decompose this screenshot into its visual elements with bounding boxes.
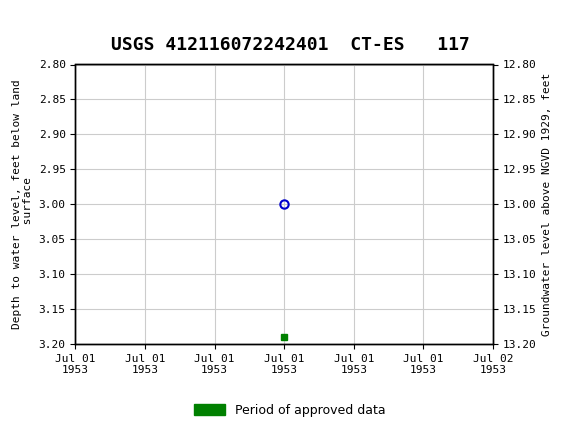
Y-axis label: Depth to water level, feet below land
 surface: Depth to water level, feet below land su…: [12, 80, 33, 329]
Y-axis label: Groundwater level above NGVD 1929, feet: Groundwater level above NGVD 1929, feet: [542, 73, 552, 336]
Text: USGS 412116072242401  CT-ES   117: USGS 412116072242401 CT-ES 117: [111, 36, 469, 54]
Text: ≈USGS: ≈USGS: [7, 10, 89, 31]
Legend: Period of approved data: Period of approved data: [189, 399, 391, 421]
